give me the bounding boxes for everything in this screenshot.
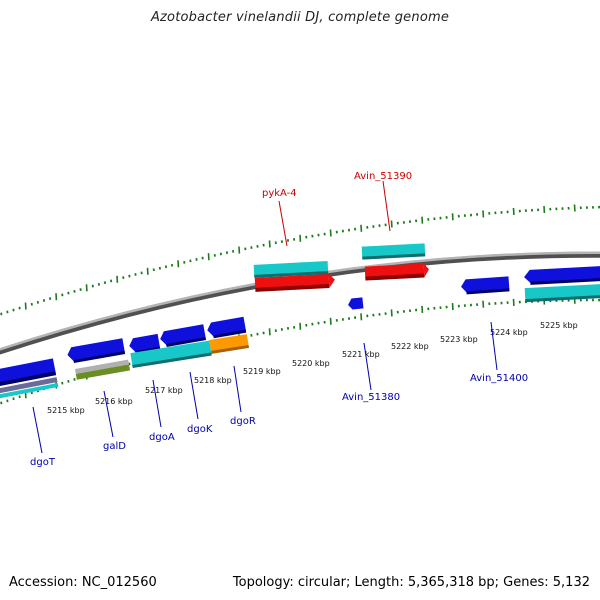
scale-label-5217: 5217 kbp: [145, 386, 183, 395]
leader-avin-51400: [490, 321, 498, 371]
leader-dgok: [189, 371, 199, 420]
label-avin-51390: Avin_51390: [354, 171, 412, 182]
leader-dgor: [233, 365, 242, 413]
scale-label-5225: 5225 kbp: [540, 321, 578, 330]
gene-gald-feature[interactable]: [66, 338, 131, 381]
scale-label-5216: 5216 kbp: [95, 397, 133, 406]
scale-label-5222: 5222 kbp: [391, 342, 429, 351]
gene-labels: pykA-4 Avin_51390 dgoT galD dgoA dgoK dg…: [30, 171, 528, 468]
label-dgok: dgoK: [187, 424, 213, 435]
scale-label-5215: 5215 kbp: [47, 406, 85, 415]
label-dgoa: dgoA: [149, 432, 175, 443]
leader-dgot: [32, 406, 43, 454]
gene-avin-51390-feature[interactable]: [364, 263, 430, 281]
gene-next-reverse-feature[interactable]: [524, 265, 600, 285]
label-leader-lines: [32, 180, 498, 454]
leader-dgoa: [152, 379, 162, 428]
scale-label-5224: 5224 kbp: [490, 328, 528, 337]
scale-label-5220: 5220 kbp: [292, 359, 330, 368]
scale-labels: 5215 kbp 5216 kbp 5217 kbp 5218 kbp 5219…: [47, 321, 578, 415]
leader-pyka-4: [278, 200, 288, 247]
label-avin-51400: Avin_51400: [470, 373, 528, 384]
scale-label-5221: 5221 kbp: [342, 350, 380, 359]
gene-dgor-feature[interactable]: [206, 316, 247, 339]
gene-dgor-cds-feature[interactable]: [209, 334, 250, 354]
genome-summary-label: Topology: circular; Length: 5,365,318 bp…: [232, 575, 590, 590]
gene-next-reverse-cds-feature[interactable]: [524, 283, 600, 303]
gene-dgot-feature[interactable]: [0, 358, 59, 399]
gene-pyka-4-cds-feature[interactable]: [253, 261, 329, 278]
gene-pyka-4-feature[interactable]: [254, 273, 336, 292]
gene-dgoa-dgok-cds-feature[interactable]: [130, 340, 212, 369]
gene-avin-51390-cds-feature[interactable]: [361, 243, 426, 260]
scale-label-5218: 5218 kbp: [194, 376, 232, 385]
accession-label: Accession: NC_012560: [9, 575, 157, 590]
outer-tick-ring: [0, 204, 600, 316]
leader-avin-51390: [382, 180, 391, 232]
label-pyka-4: pykA-4: [262, 188, 297, 199]
gene-avin-51380-feature[interactable]: [347, 297, 364, 310]
scale-label-5219: 5219 kbp: [243, 367, 281, 376]
scale-label-5223: 5223 kbp: [440, 335, 478, 344]
leader-avin-51380: [363, 342, 372, 391]
gene-dgok-feature[interactable]: [159, 324, 207, 348]
label-dgor: dgoR: [230, 416, 256, 427]
gene-avin-51400-feature[interactable]: [461, 276, 510, 295]
label-gald: galD: [103, 441, 126, 452]
genome-title: Azotobacter vinelandii DJ, complete geno…: [150, 10, 450, 25]
label-dgot: dgoT: [30, 457, 56, 468]
label-avin-51380: Avin_51380: [342, 392, 400, 403]
leader-gald: [103, 390, 114, 438]
